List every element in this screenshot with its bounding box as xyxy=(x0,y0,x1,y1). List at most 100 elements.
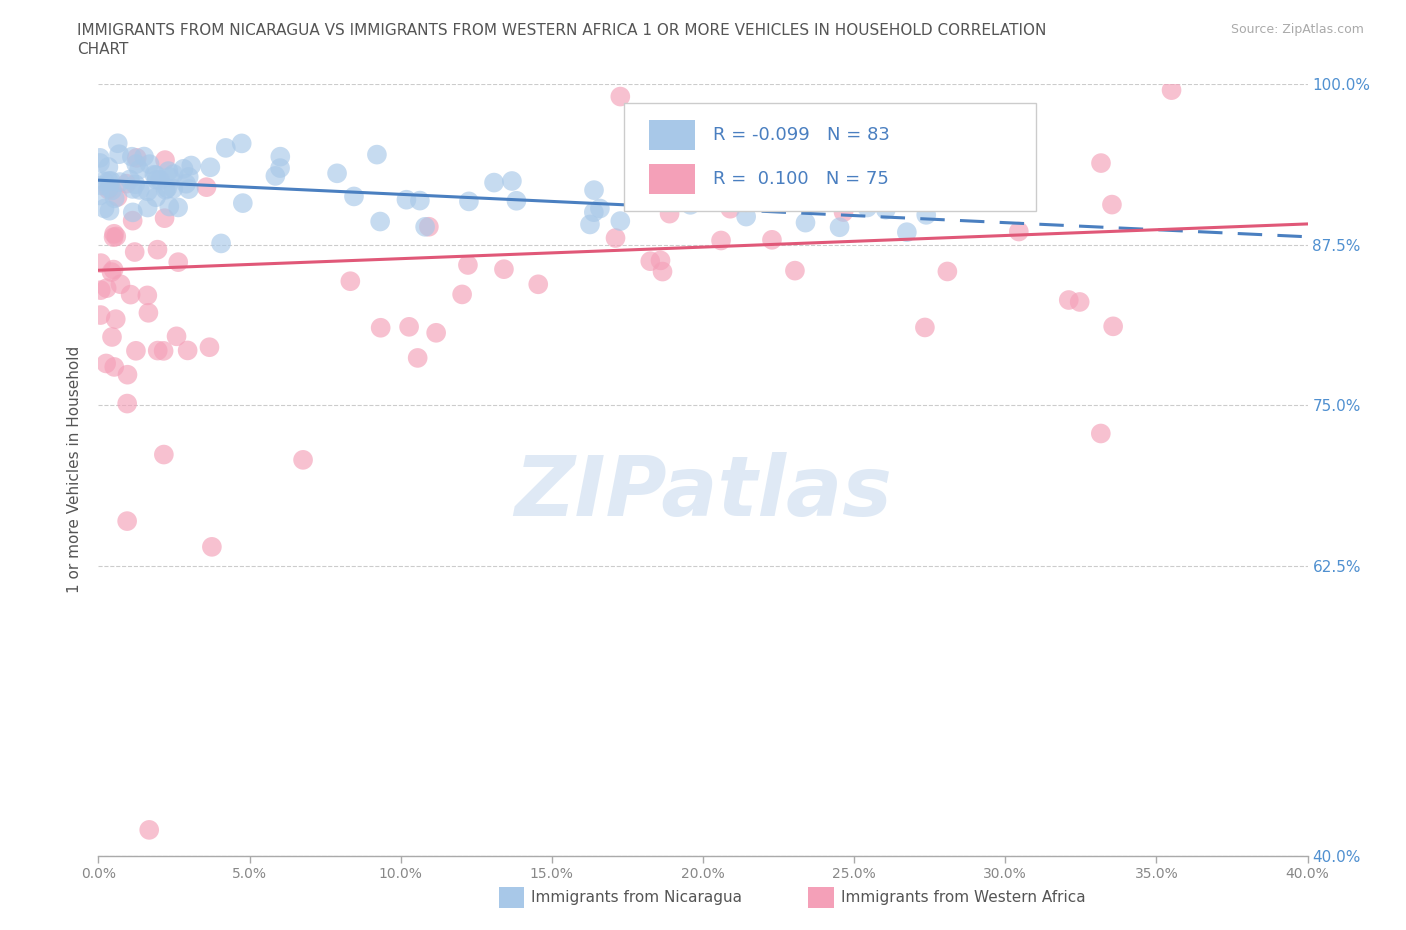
Point xyxy=(128,163,150,178)
Point xyxy=(492,261,515,276)
Point xyxy=(125,151,148,166)
Point xyxy=(790,170,813,185)
Point xyxy=(176,343,198,358)
Point xyxy=(157,164,180,179)
Point xyxy=(589,201,612,216)
Point xyxy=(201,539,224,554)
Point xyxy=(413,219,436,234)
Point xyxy=(152,343,174,358)
Point xyxy=(952,141,974,156)
Point xyxy=(128,182,150,197)
Point xyxy=(138,822,160,837)
Text: R =  0.100   N = 75: R = 0.100 N = 75 xyxy=(713,170,889,188)
Point xyxy=(395,193,418,207)
Point xyxy=(232,195,254,210)
Point xyxy=(166,329,188,344)
Point xyxy=(269,161,291,176)
Point xyxy=(828,219,851,234)
Point xyxy=(107,136,129,151)
Point xyxy=(153,153,176,167)
Point xyxy=(582,205,605,219)
Point xyxy=(650,253,672,268)
Point xyxy=(110,277,132,292)
Point xyxy=(101,329,124,344)
Point xyxy=(155,182,177,197)
Point xyxy=(103,360,125,375)
Point xyxy=(457,258,479,272)
Text: ZIPatlas: ZIPatlas xyxy=(515,452,891,533)
Point xyxy=(132,149,155,164)
Point xyxy=(138,305,160,320)
Point xyxy=(115,513,138,528)
Point xyxy=(406,351,429,365)
Point xyxy=(915,207,938,222)
Point xyxy=(832,190,855,205)
Point xyxy=(605,231,627,246)
Point xyxy=(1069,295,1091,310)
Point xyxy=(735,209,758,224)
Point xyxy=(794,215,817,230)
Text: Source: ZipAtlas.com: Source: ZipAtlas.com xyxy=(1230,23,1364,36)
Point xyxy=(783,263,806,278)
Point xyxy=(108,175,131,190)
Point xyxy=(103,230,125,245)
Point xyxy=(124,177,146,192)
Point xyxy=(637,172,659,187)
Point xyxy=(1160,83,1182,98)
Point xyxy=(609,214,631,229)
Point xyxy=(370,320,392,335)
Point xyxy=(120,287,142,302)
Point xyxy=(138,156,160,171)
Point xyxy=(832,205,855,219)
Point xyxy=(177,181,200,196)
Point xyxy=(90,283,112,298)
Point xyxy=(100,174,122,189)
Point xyxy=(418,219,440,234)
Point xyxy=(180,158,202,173)
Point xyxy=(104,312,127,326)
Point xyxy=(145,172,167,187)
Point xyxy=(505,193,527,208)
Point xyxy=(145,167,167,182)
Point xyxy=(209,236,232,251)
Point xyxy=(105,229,128,244)
Point xyxy=(115,177,138,192)
Point xyxy=(527,277,550,292)
Point xyxy=(97,182,120,197)
Point xyxy=(718,201,741,216)
Text: Immigrants from Nicaragua: Immigrants from Nicaragua xyxy=(531,890,742,905)
Point xyxy=(93,174,115,189)
Point xyxy=(398,319,420,334)
Point xyxy=(146,242,169,257)
Point xyxy=(103,226,125,241)
Point xyxy=(149,173,172,188)
Text: Immigrants from Western Africa: Immigrants from Western Africa xyxy=(841,890,1085,905)
Point xyxy=(1008,224,1031,239)
Point xyxy=(582,182,605,197)
Bar xyxy=(648,165,695,193)
Point xyxy=(100,265,122,280)
Point xyxy=(174,177,197,192)
Point xyxy=(124,245,146,259)
Point xyxy=(1102,319,1125,334)
Text: R = -0.099   N = 83: R = -0.099 N = 83 xyxy=(713,126,890,144)
Point xyxy=(90,178,112,193)
Point xyxy=(162,181,184,196)
Point xyxy=(579,217,602,232)
Point xyxy=(292,452,315,467)
Point xyxy=(121,150,143,165)
Point xyxy=(1090,155,1112,170)
Point xyxy=(936,264,959,279)
Point xyxy=(177,169,200,184)
Point xyxy=(101,183,124,198)
Point xyxy=(1090,426,1112,441)
Point xyxy=(97,174,120,189)
Point xyxy=(896,225,918,240)
Point xyxy=(343,189,366,204)
Point xyxy=(409,193,432,208)
Point xyxy=(658,206,681,221)
Point xyxy=(162,166,184,181)
Point xyxy=(198,339,221,354)
Point xyxy=(115,396,138,411)
Point xyxy=(173,162,195,177)
